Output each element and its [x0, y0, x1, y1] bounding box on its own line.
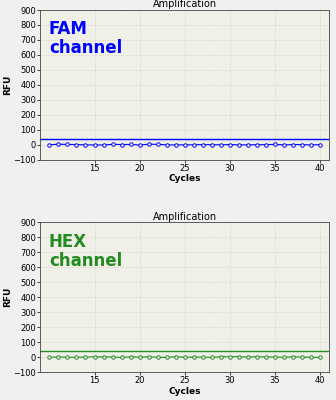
X-axis label: Cycles: Cycles	[169, 174, 201, 183]
X-axis label: Cycles: Cycles	[169, 386, 201, 396]
Y-axis label: RFU: RFU	[3, 75, 12, 95]
Title: Amplification: Amplification	[153, 212, 217, 222]
Y-axis label: RFU: RFU	[3, 287, 12, 307]
Title: Amplification: Amplification	[153, 0, 217, 9]
Text: HEX
channel: HEX channel	[49, 233, 122, 270]
Text: FAM
channel: FAM channel	[49, 20, 122, 57]
